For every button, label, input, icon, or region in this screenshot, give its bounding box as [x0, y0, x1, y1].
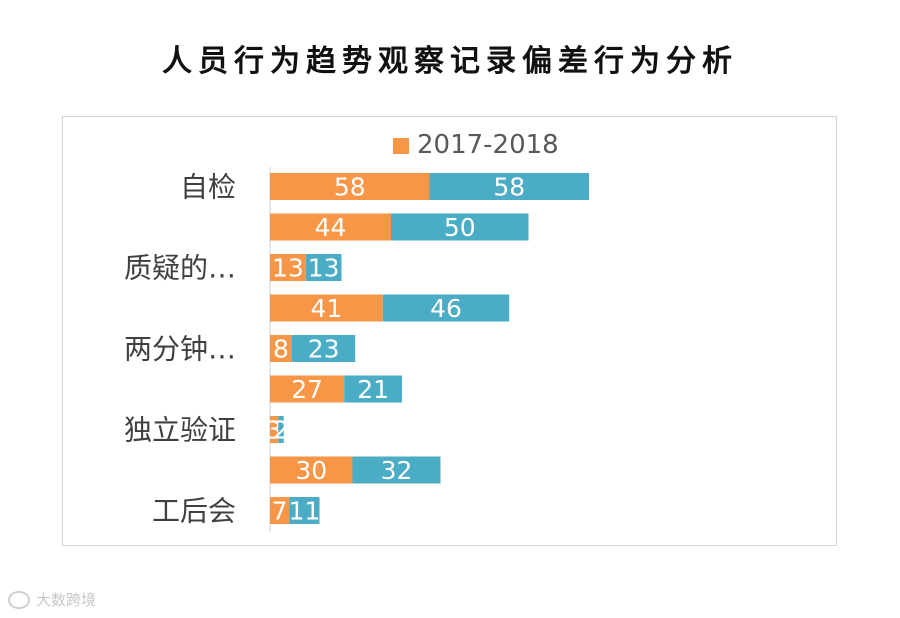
legend-label: 2017-2018: [417, 130, 559, 160]
data-label: 27: [291, 375, 323, 404]
category-label: 质疑的…: [124, 252, 236, 285]
watermark-text: 大数跨境: [36, 591, 97, 609]
bar-segment: [429, 173, 589, 200]
data-label: 44: [315, 213, 347, 242]
bar-segment: [270, 213, 391, 241]
legend-swatch-0: [393, 138, 409, 154]
bar-segment: [270, 294, 383, 322]
category-label: 工后会: [152, 495, 236, 528]
category-label: 自检: [180, 171, 236, 204]
watermark: 大数跨境: [8, 589, 96, 610]
bar-segment: [270, 497, 290, 524]
bar-segment: [270, 375, 345, 403]
bar-segment: [270, 416, 279, 443]
data-label: 58: [493, 173, 525, 202]
data-label: 41: [310, 294, 342, 323]
bar-segment: [391, 213, 529, 241]
watermark-logo-icon: [8, 590, 30, 609]
bar-segment: [270, 173, 430, 200]
data-label: 2: [273, 416, 289, 445]
data-label: 3: [266, 416, 282, 445]
data-label: 32: [381, 456, 413, 485]
category-label: 独立验证: [124, 414, 236, 447]
bar-segment: [352, 456, 441, 484]
chart-title: 人员行为趋势观察记录偏差行为分析: [162, 44, 738, 79]
bar-segment: [382, 294, 510, 322]
data-label: 8: [273, 335, 289, 364]
data-label: 50: [444, 213, 476, 242]
data-label: 58: [334, 173, 366, 202]
data-label: 23: [308, 335, 340, 364]
chart-frame: 2017-2018 自检 质疑的… 两分钟… 独立验证 工后会 58 58 44 50 13 13 41…: [62, 116, 837, 546]
bar-segment: [292, 335, 356, 362]
data-label: 13: [272, 254, 304, 283]
bar-segment: [344, 375, 402, 403]
bar-segment: [270, 254, 306, 281]
data-label: 21: [357, 375, 389, 404]
data-label: 13: [308, 254, 340, 283]
data-label: 11: [288, 497, 320, 526]
bar-segment: [305, 254, 342, 281]
data-label: 46: [430, 294, 462, 323]
bar-segment: [289, 497, 320, 524]
bar-segment: [270, 456, 353, 484]
category-label: 两分钟…: [124, 333, 236, 366]
bar-segment: [278, 416, 284, 443]
data-label: 7: [272, 497, 288, 526]
bar-segment: [270, 335, 292, 362]
data-label: 30: [295, 456, 327, 485]
